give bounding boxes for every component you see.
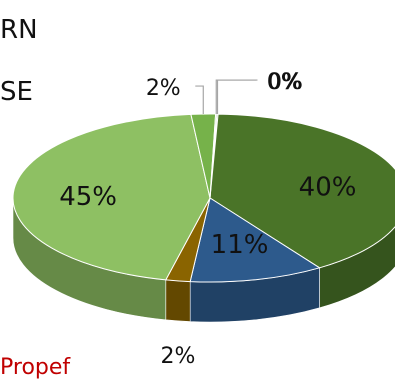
legend-fragment-rn: RN xyxy=(0,15,38,45)
slice-label-0: 0% xyxy=(268,70,303,95)
legend-fragment-propef: Propef xyxy=(0,355,71,380)
pie-slice-1 xyxy=(209,113,395,269)
slice-label-3: 2% xyxy=(160,344,195,369)
leader-line-0 xyxy=(216,79,258,115)
pie-side-3 xyxy=(165,279,191,322)
slice-label-2: 11% xyxy=(211,230,269,260)
slice-labels: 0%40%11%2%45%2% 0% xyxy=(59,70,356,369)
leader-line-5 xyxy=(195,85,204,115)
pie-slice-4 xyxy=(12,113,211,281)
pie-top-slices xyxy=(12,113,395,283)
slice-label-6: 0% xyxy=(267,70,302,95)
slice-label-5: 2% xyxy=(146,76,181,101)
legend-fragment-se: SE xyxy=(0,77,33,107)
slice-label-1: 40% xyxy=(299,172,357,202)
slice-label-4: 45% xyxy=(59,182,117,212)
leader-line-6 xyxy=(215,79,257,115)
pie-slice-2 xyxy=(189,197,321,283)
pie-side-walls xyxy=(12,197,395,323)
leader-lines xyxy=(195,79,258,115)
